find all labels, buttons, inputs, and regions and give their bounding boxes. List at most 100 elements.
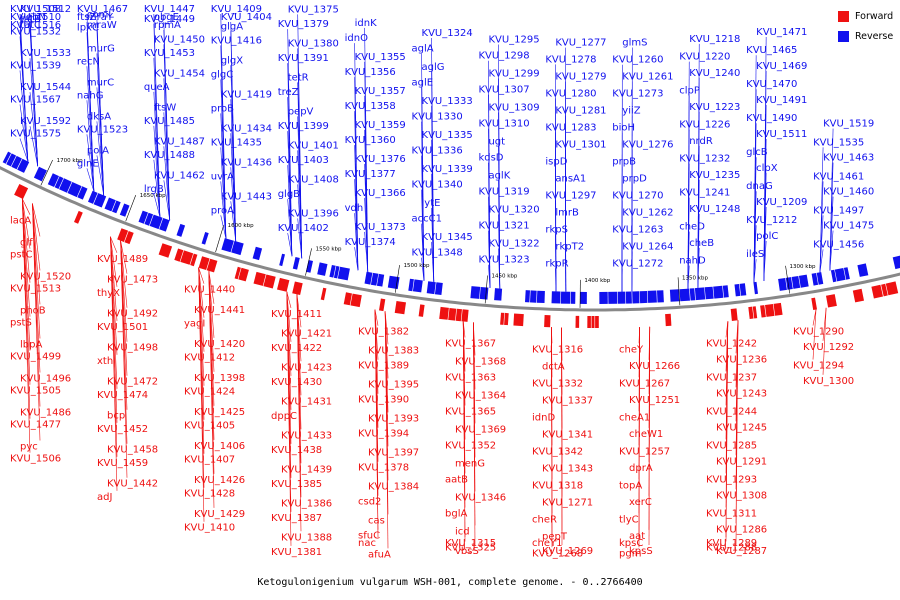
forward-gene-label: KVU_1383 xyxy=(368,345,419,356)
forward-gene-label: phoB xyxy=(20,305,46,316)
forward-gene-label: sfuC xyxy=(358,531,380,542)
reverse-gene-feature xyxy=(370,272,379,286)
reverse-label-line xyxy=(829,128,834,271)
reverse-label-line xyxy=(287,233,293,257)
reverse-gene-label: KVU_1320 xyxy=(488,205,539,216)
forward-gene-label: idnD xyxy=(532,412,555,423)
reverse-gene-label: KVU_1273 xyxy=(612,89,663,100)
reverse-gene-feature xyxy=(494,288,503,301)
forward-gene-label: KVU_1474 xyxy=(97,390,148,401)
reverse-gene-feature xyxy=(317,262,328,276)
forward-label-line xyxy=(208,270,215,304)
reverse-label-line xyxy=(753,55,757,283)
forward-gene-feature xyxy=(852,288,864,303)
forward-label-line xyxy=(120,240,128,308)
reverse-label-line xyxy=(19,138,29,162)
reverse-gene-feature xyxy=(570,291,576,304)
reverse-gene-label: dnaG xyxy=(746,181,773,192)
forward-gene-label: KVU_1442 xyxy=(107,479,158,490)
reverse-label-line xyxy=(697,43,700,288)
reverse-gene-feature xyxy=(689,288,696,301)
forward-gene-feature xyxy=(595,316,599,328)
reverse-gene-label: KVU_1299 xyxy=(488,69,539,80)
reverse-gene-feature xyxy=(11,155,22,170)
reverse-gene-label: KVU_1485 xyxy=(144,116,195,127)
forward-gene-label: dppC xyxy=(271,411,297,422)
scale-tick xyxy=(484,275,488,304)
forward-gene-label: KVU_1352 xyxy=(445,440,496,451)
reverse-gene-feature xyxy=(704,286,714,300)
forward-gene-label: KVU_1473 xyxy=(107,275,158,286)
reverse-gene-label: KVU_1462 xyxy=(154,170,205,181)
forward-label-line xyxy=(384,311,389,549)
reverse-label-line xyxy=(431,37,435,282)
reverse-gene-label: pepV xyxy=(288,106,314,117)
reverse-gene-label: ansA1 xyxy=(555,174,586,185)
reverse-gene-feature xyxy=(306,260,313,273)
reverse-gene-label: kdsD xyxy=(478,153,503,164)
forward-gene-label: KVU_1496 xyxy=(20,373,71,384)
reverse-label-line xyxy=(153,159,161,217)
reverse-gene-feature xyxy=(479,287,489,300)
reverse-gene-label: glgX xyxy=(221,55,243,66)
forward-gene-feature xyxy=(455,308,462,322)
reverse-gene-feature xyxy=(536,290,545,303)
reverse-gene-label: uvrA xyxy=(211,171,234,182)
forward-label-line xyxy=(198,267,205,318)
reverse-gene-feature xyxy=(785,277,793,290)
reverse-gene-feature xyxy=(816,272,824,285)
reverse-gene-feature xyxy=(739,283,747,296)
reverse-label-line xyxy=(364,27,369,272)
reverse-gene-label: KVU_1335 xyxy=(422,130,473,141)
reverse-label-line xyxy=(29,126,39,167)
forward-gene-feature xyxy=(760,305,766,318)
forward-label-line xyxy=(374,309,379,326)
reverse-gene-label: nahD xyxy=(679,256,706,267)
reverse-gene-feature xyxy=(525,290,530,303)
reverse-gene-feature xyxy=(647,290,657,303)
scale-tick-label: 1500 kbp xyxy=(404,263,430,269)
reverse-gene-feature xyxy=(47,173,59,187)
reverse-label-line xyxy=(86,134,95,192)
forward-gene-label: KVU_1424 xyxy=(184,387,235,398)
reverse-gene-label: KVU_1404 xyxy=(221,12,272,23)
forward-gene-label: KVU_1369 xyxy=(455,424,506,435)
forward-gene-label: KVU_1459 xyxy=(97,458,148,469)
forward-label-line xyxy=(110,236,118,253)
reverse-gene-feature xyxy=(798,274,809,288)
reverse-gene-label: KVU_1453 xyxy=(144,48,195,59)
legend-reverse-label: Reverse xyxy=(855,30,894,42)
forward-gene-feature xyxy=(263,274,276,289)
reverse-gene-feature xyxy=(412,279,423,293)
reverse-gene-label: KVU_1235 xyxy=(689,170,740,181)
reverse-gene-feature xyxy=(791,276,801,289)
forward-gene-feature xyxy=(292,281,303,295)
reverse-gene-feature xyxy=(104,197,116,212)
forward-gene-label: cheR xyxy=(532,514,557,525)
forward-gene-label: KVU_1520 xyxy=(20,271,71,282)
forward-gene-label: KVU_1438 xyxy=(271,445,322,456)
forward-gene-label: afuA xyxy=(368,549,391,560)
reverse-gene-label: KVU_1575 xyxy=(10,128,61,139)
forward-gene-label: KVU_1343 xyxy=(542,464,593,475)
reverse-label-line xyxy=(687,61,690,289)
reverse-label-line xyxy=(631,47,633,292)
reverse-gene-feature xyxy=(639,291,648,304)
reverse-gene-label: KVU_1497 xyxy=(813,205,864,216)
reverse-gene-label: KVU_1279 xyxy=(555,72,606,83)
forward-gene-label: nac xyxy=(358,538,376,549)
forward-gene-label: csd2 xyxy=(358,497,381,508)
reverse-gene-label: KVU_1450 xyxy=(154,34,205,45)
forward-gene-label: pstC xyxy=(10,250,32,261)
forward-label-line xyxy=(822,307,827,375)
forward-gene-label: KVU_1236 xyxy=(716,354,767,365)
forward-gene-label: KVU_1426 xyxy=(194,475,245,486)
reverse-gene-feature xyxy=(599,291,608,304)
reverse-gene-label: KVU_1330 xyxy=(412,112,463,123)
forward-gene-label: aatB xyxy=(445,474,468,485)
reverse-label-line xyxy=(19,13,29,162)
reverse-gene-label: tetR xyxy=(288,72,309,83)
legend-forward-label: Forward xyxy=(855,10,894,22)
reverse-label-line xyxy=(498,44,501,289)
